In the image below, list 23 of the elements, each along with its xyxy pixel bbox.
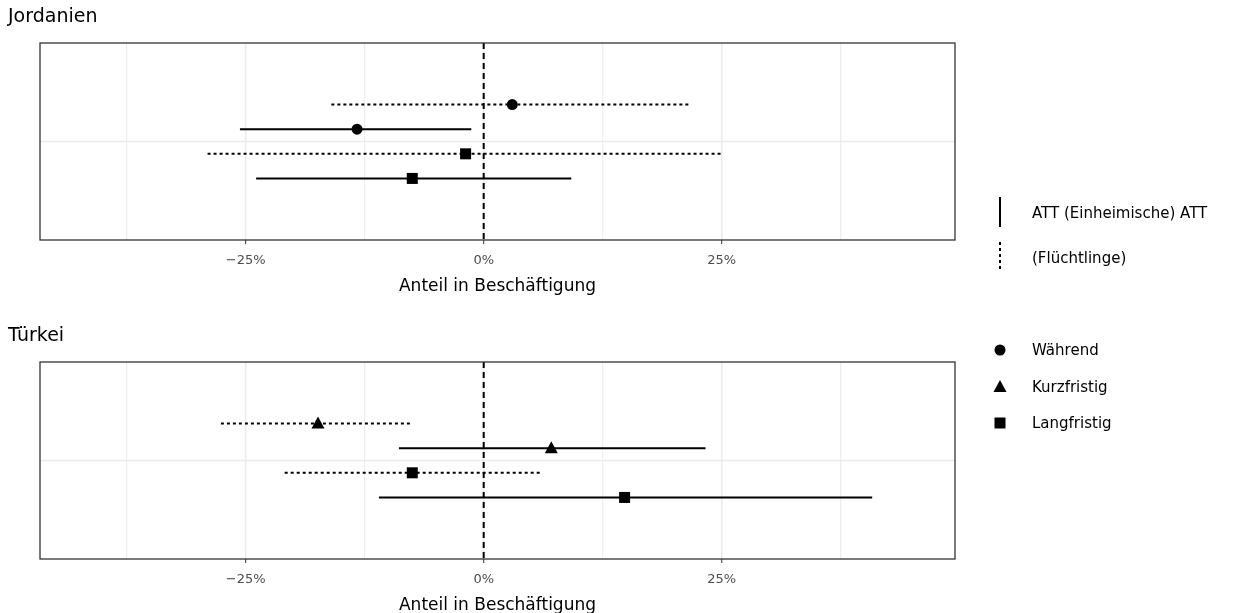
point [544, 441, 558, 454]
point [311, 416, 325, 429]
text: ATT (Einheimische) ATT [1032, 204, 1209, 222]
x-tick-label: −25% [225, 571, 266, 586]
x-axis-title: Anteil in Beschäftigung [398, 594, 597, 613]
chart-title: Türkei [7, 323, 65, 345]
point [406, 172, 418, 184]
x-tick-label: 25% [707, 571, 737, 586]
x-axis-title: Anteil in Beschäftigung [398, 275, 597, 295]
chart-title: Jordanien [7, 4, 98, 26]
point [406, 467, 418, 479]
x-tick-label: −25% [225, 252, 266, 267]
text: Langfristig [1032, 414, 1112, 432]
text: (Flüchtlinge) [1032, 249, 1127, 267]
point [460, 148, 472, 160]
point [506, 99, 518, 111]
point [619, 491, 631, 503]
x-tick-label: 0% [473, 252, 495, 267]
point [351, 123, 363, 135]
x-tick-label: 25% [707, 252, 737, 267]
text: Kurzfristig [1032, 378, 1108, 396]
x-tick-label: 0% [473, 571, 495, 586]
text: Während [1032, 341, 1099, 359]
